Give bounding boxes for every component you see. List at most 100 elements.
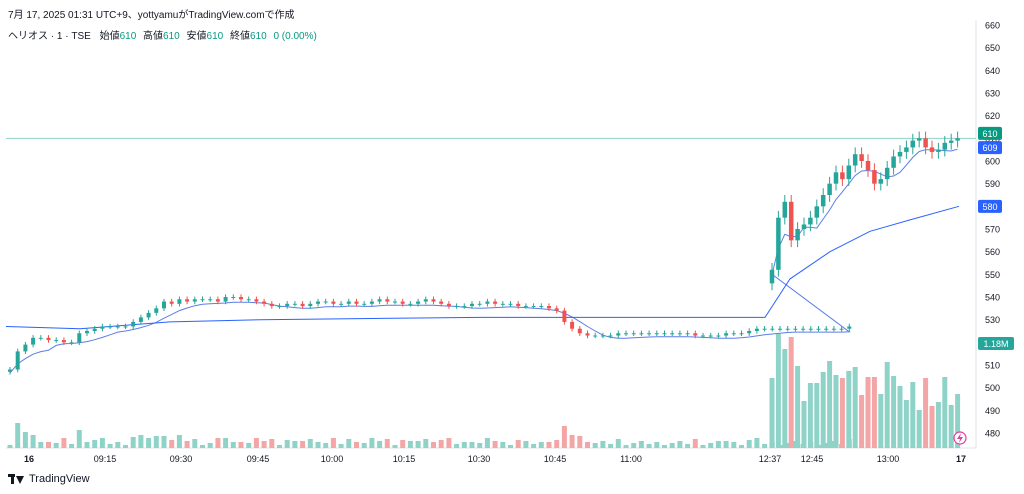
- candle: [470, 303, 474, 307]
- candle: [878, 179, 884, 184]
- volume-bar: [600, 441, 606, 448]
- candle: [208, 299, 213, 301]
- volume-bar: [916, 410, 922, 448]
- low-label: 安値: [186, 31, 207, 42]
- price-tick-label: 570: [985, 225, 1000, 235]
- candle: [701, 335, 705, 337]
- candle: [724, 333, 729, 336]
- price-tick-label: 510: [985, 361, 1000, 371]
- volume-bar: [184, 441, 190, 448]
- candle: [923, 138, 928, 148]
- candle: [254, 299, 259, 302]
- candle: [539, 306, 544, 308]
- volume-bar: [561, 426, 567, 448]
- candle: [801, 224, 807, 229]
- candle: [910, 140, 916, 148]
- candle: [685, 333, 690, 335]
- price-label-text: 609: [982, 143, 997, 153]
- time-tick-label: 17: [956, 454, 966, 464]
- volume-bar: [903, 400, 909, 448]
- candle: [769, 269, 775, 284]
- volume-bar: [130, 437, 136, 448]
- candle: [547, 306, 551, 309]
- volume-bar: [146, 438, 152, 448]
- candle: [801, 328, 806, 330]
- candle: [600, 335, 605, 337]
- volume-bar: [153, 436, 159, 448]
- volume-bar: [492, 441, 498, 448]
- lightning-icon[interactable]: [953, 431, 967, 445]
- volume-bar: [392, 445, 398, 448]
- volume-bar: [948, 405, 954, 448]
- candle: [92, 328, 97, 331]
- high-label: 高値: [143, 31, 164, 42]
- price-tick-label: 590: [985, 179, 1000, 189]
- volume-label-box: [978, 337, 1014, 350]
- candle: [747, 331, 752, 334]
- volume-bar: [407, 441, 413, 448]
- candle: [138, 317, 143, 322]
- volume-bar: [801, 401, 807, 448]
- volume-bar: [431, 442, 436, 448]
- candle: [731, 333, 736, 335]
- candle: [814, 206, 820, 218]
- volume-bar: [277, 445, 282, 448]
- volume-bar: [161, 436, 167, 448]
- price-tick-label: 640: [985, 66, 1000, 76]
- candle: [54, 340, 59, 342]
- candle: [795, 229, 800, 241]
- price-tick-label: 480: [985, 429, 1000, 439]
- candle: [123, 326, 128, 328]
- volume-bar: [897, 386, 903, 448]
- price-tick-label: 490: [985, 406, 1000, 416]
- candle: [831, 328, 836, 330]
- symbol-label[interactable]: ヘリオス · 1 · TSE: [8, 31, 91, 42]
- volume-bar: [115, 442, 121, 448]
- volume-bar: [739, 445, 744, 448]
- volume-bar: [569, 435, 575, 448]
- volume-bar: [669, 443, 675, 448]
- volume-bar: [461, 442, 467, 448]
- candle: [654, 333, 659, 335]
- candle: [262, 301, 267, 304]
- volume-bar: [423, 439, 429, 448]
- candle: [554, 308, 559, 311]
- candle: [782, 201, 788, 218]
- time-tick-label: 09:45: [247, 454, 270, 464]
- volume-bar: [238, 442, 244, 448]
- candle: [793, 328, 798, 330]
- volume-bar: [685, 444, 691, 448]
- candle: [192, 299, 197, 302]
- candle: [185, 299, 190, 302]
- candle: [215, 299, 220, 302]
- volume-bar: [708, 443, 714, 448]
- candle: [833, 172, 839, 184]
- candle: [516, 303, 521, 307]
- candle: [897, 151, 903, 157]
- price-tick-label: 660: [985, 21, 1000, 31]
- candle: [269, 303, 274, 307]
- volume-bar: [454, 444, 460, 448]
- time-tick-label: 11:00: [620, 454, 642, 464]
- volume-bar: [531, 444, 537, 448]
- ohlc-legend: ヘリオス · 1 · TSE 始値610 高値610 安値610 終値610 0…: [8, 27, 317, 42]
- candle: [362, 303, 367, 305]
- candle: [624, 333, 628, 335]
- candle: [936, 149, 941, 152]
- volume-bar: [592, 443, 598, 448]
- volume-bar: [884, 362, 890, 448]
- candle: [647, 333, 652, 335]
- candle: [323, 301, 328, 303]
- candle: [462, 306, 467, 308]
- volume-bar: [746, 440, 752, 448]
- volume-bar: [795, 366, 801, 448]
- volume-bar: [608, 444, 614, 448]
- volume-bar: [723, 441, 729, 448]
- volume-bar: [852, 367, 858, 448]
- candle: [840, 172, 845, 180]
- volume-bar: [654, 442, 660, 448]
- time-tick-label: 10:45: [544, 454, 567, 464]
- volume-bar: [891, 376, 897, 448]
- candle: [785, 328, 790, 330]
